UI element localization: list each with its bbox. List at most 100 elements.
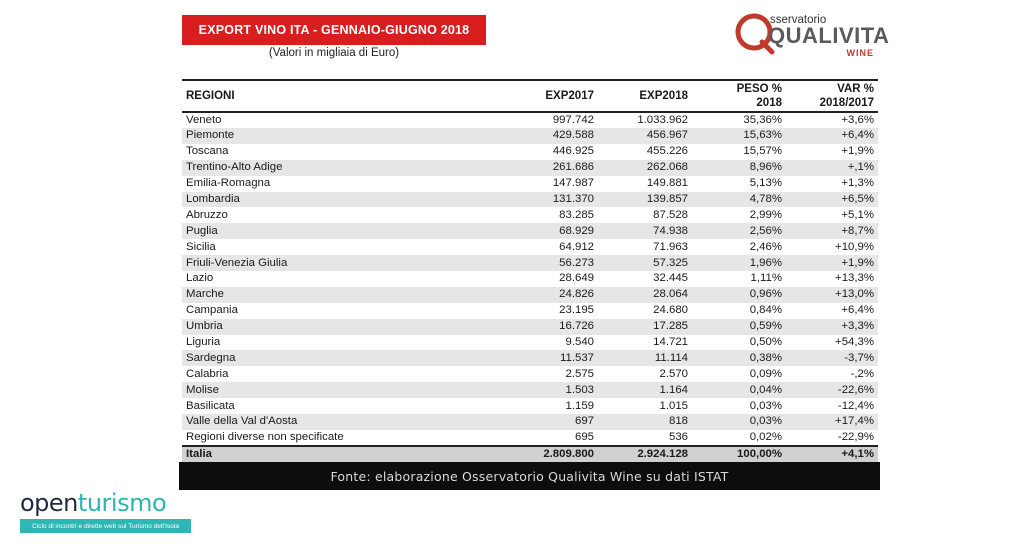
cell-var: -22,9% [786,429,878,446]
cell-region: Friuli-Venezia Giulia [182,255,504,272]
cell-exp2017: 68.929 [504,223,598,240]
header-peso: PESO % 2018 [692,79,786,113]
table-row: Molise 1.503 1.164 0,04% -22,6% [182,382,878,399]
cell-region: Trentino-Alto Adige [182,159,504,176]
cell-region: Veneto [182,112,504,128]
cell-region: Umbria [182,318,504,335]
cell-exp2018: 57.325 [598,255,692,272]
cell-exp2018: 455.226 [598,143,692,160]
cell-var: +1,3% [786,175,878,192]
cell-exp2017: 23.195 [504,302,598,319]
cell-exp2018: 1.015 [598,398,692,415]
cell-var: +,1% [786,159,878,176]
cell-exp2018: 262.068 [598,159,692,176]
cell-region: Lombardia [182,191,504,208]
table-row: Calabria 2.575 2.570 0,09% -,2% [182,366,878,383]
cell-exp2017: 131.370 [504,191,598,208]
cell-region: Toscana [182,143,504,160]
cell-exp2017: 16.726 [504,318,598,335]
table-row: Piemonte 429.588 456.967 15,63% +6,4% [182,128,878,144]
cell-exp2018: 74.938 [598,223,692,240]
cell-exp2018: 536 [598,429,692,446]
table-header-row: REGIONI EXP2017 EXP2018 PESO % 2018 VAR … [182,79,878,113]
cell-var: -22,6% [786,382,878,399]
cell-region: Emilia-Romagna [182,175,504,192]
cell-exp2018: 17.285 [598,318,692,335]
table-row: Umbria 16.726 17.285 0,59% +3,3% [182,318,878,335]
cell-exp2017: 446.925 [504,143,598,160]
openturismo-word-turismo: turismo [77,489,167,517]
report-subtitle: (Valori in migliaia di Euro) [268,47,400,59]
table-row: Regioni diverse non specificate 695 536 0,0… [182,429,878,446]
cell-peso: 35,36% [692,112,786,128]
total-exp2017: 2.809.800 [504,444,598,463]
cell-region: Campania [182,302,504,319]
cell-exp2018: 818 [598,414,692,430]
cell-region: Calabria [182,366,504,383]
cell-var: -12,4% [786,398,878,415]
cell-exp2018: 14.721 [598,334,692,351]
cell-exp2018: 456.967 [598,128,692,144]
cell-exp2017: 695 [504,429,598,446]
cell-exp2018: 28.064 [598,286,692,303]
report-title: EXPORT VINO ITA - GENNAIO-GIUGNO 2018 [182,15,486,45]
cell-var: +54,3% [786,334,878,351]
table-row: Marche 24.826 28.064 0,96% +13,0% [182,286,878,303]
cell-exp2018: 1.033.962 [598,112,692,128]
cell-exp2018: 71.963 [598,239,692,256]
total-row: Italia 2.809.800 2.924.128 100,00% +4,1% [182,444,878,463]
qualivita-q-icon [735,13,775,55]
cell-exp2017: 11.537 [504,350,598,367]
qualivita-logo-brand: QUALIVITA [768,23,890,48]
cell-exp2017: 64.912 [504,239,598,256]
header-peso-line2: 2018 [756,97,782,109]
table-row: Sicilia 64.912 71.963 2,46% +10,9% [182,239,878,256]
cell-exp2017: 997.742 [504,112,598,128]
cell-region: Piemonte [182,128,504,144]
header-var: VAR % 2018/2017 [786,79,878,113]
cell-exp2017: 2.575 [504,366,598,383]
cell-exp2017: 9.540 [504,334,598,351]
cell-var: +3,3% [786,318,878,335]
cell-exp2017: 429.588 [504,128,598,144]
header-peso-line1: PESO % [736,83,782,95]
qualivita-logo-top: sservatorio [770,14,827,26]
header-regioni: REGIONI [182,79,504,113]
table-row: Veneto 997.742 1.033.962 35,36% +3,6% [182,112,878,128]
cell-peso: 0,84% [692,302,786,319]
header-var-line1: VAR % [837,83,874,95]
export-table: REGIONI EXP2017 EXP2018 PESO % 2018 VAR … [182,79,878,463]
cell-exp2018: 24.680 [598,302,692,319]
cell-exp2018: 32.445 [598,271,692,287]
table-row: Campania 23.195 24.680 0,84% +6,4% [182,302,878,319]
cell-region: Sardegna [182,350,504,367]
total-var: +4,1% [786,444,878,463]
cell-peso: 0,02% [692,429,786,446]
openturismo-logo: openturismo Ciclo di incontri e dirette … [20,490,195,540]
cell-exp2017: 261.686 [504,159,598,176]
cell-exp2017: 24.826 [504,286,598,303]
cell-peso: 0,59% [692,318,786,335]
cell-peso: 5,13% [692,175,786,192]
table-row: Toscana 446.925 455.226 15,57% +1,9% [182,143,878,160]
table-row: Emilia-Romagna 147.987 149.881 5,13% +1,3% [182,175,878,192]
cell-peso: 0,04% [692,382,786,399]
cell-exp2017: 697 [504,414,598,430]
table-row: Trentino-Alto Adige 261.686 262.068 8,96% +,… [182,159,878,176]
cell-var: +13,0% [786,286,878,303]
cell-peso: 8,96% [692,159,786,176]
cell-region: Abruzzo [182,207,504,224]
cell-region: Regioni diverse non specificate [182,429,504,446]
cell-region: Liguria [182,334,504,351]
cell-peso: 2,56% [692,223,786,240]
cell-peso: 15,63% [692,128,786,144]
cell-region: Lazio [182,271,504,287]
cell-var: +1,9% [786,255,878,272]
cell-peso: 4,78% [692,191,786,208]
cell-var: +5,1% [786,207,878,224]
cell-region: Basilicata [182,398,504,415]
cell-exp2018: 11.114 [598,350,692,367]
cell-region: Marche [182,286,504,303]
cell-exp2018: 139.857 [598,191,692,208]
table-body: Veneto 997.742 1.033.962 35,36% +3,6% Piemont… [182,112,878,446]
